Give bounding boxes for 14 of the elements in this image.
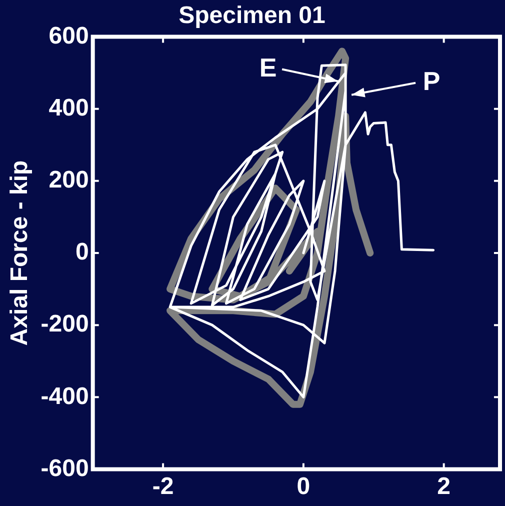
x-tick-label: -2 [152, 473, 174, 500]
chart-title: Specimen 01 [178, 2, 326, 30]
y-tick-label: 600 [48, 22, 89, 50]
y-axis-title: Axial Force - kip [6, 160, 34, 346]
y-tick-label: 0 [75, 238, 89, 266]
series-label: E [259, 52, 277, 82]
y-tick-label: 200 [48, 166, 89, 194]
x-tick-label: 2 [437, 473, 451, 500]
y-tick-label: -600 [40, 454, 89, 482]
y-tick-label: -400 [40, 382, 89, 410]
y-tick-label: 400 [48, 94, 89, 122]
legend-label: P [422, 66, 440, 96]
x-tick-label: 0 [296, 473, 310, 500]
y-tick-label: -200 [40, 310, 89, 338]
